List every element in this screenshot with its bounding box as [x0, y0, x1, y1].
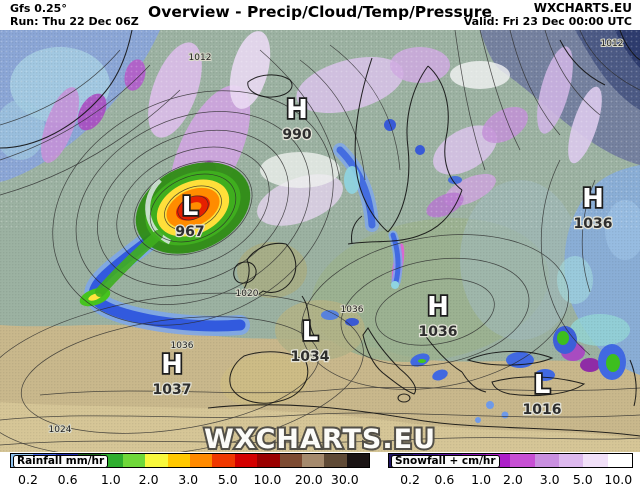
- snowfall-tick-label: 10.0: [604, 472, 633, 487]
- snowfall-tick-label: 3.0: [539, 472, 560, 487]
- header-bar: Gfs 0.25° Run: Thu 22 Dec 06Z Overview -…: [0, 0, 640, 30]
- page-title: Overview - Precip/Cloud/Temp/Pressure: [148, 3, 492, 21]
- snowfall-color-segment: [559, 454, 584, 467]
- pressure-value: 1036: [419, 324, 458, 340]
- rainfall-color-segment: [324, 454, 347, 467]
- pressure-letter: H: [161, 350, 183, 380]
- snowfall-tick-label: 2.0: [502, 472, 523, 487]
- snowfall-color-segment: [607, 454, 632, 467]
- rainfall-color-segment: [257, 454, 280, 467]
- coastlines: [0, 30, 640, 437]
- rainfall-color-segment: [234, 454, 258, 467]
- pressure-letter: H: [286, 95, 308, 125]
- legend-area: Rainfall mm/hr 0.2 0.6 1.0 2.0 3.0 5.0 10.0 20.…: [0, 452, 640, 494]
- snowfall-color-segment: [583, 454, 608, 467]
- contour-label: 1036: [341, 305, 364, 315]
- rainfall-tick-label: 0.2: [18, 472, 38, 487]
- weather-map: 1012 1012 1020 1036 1036 1024 H 990 L 967 H 1036 H 1…: [0, 30, 640, 452]
- pressure-value: 1036: [574, 216, 613, 232]
- contour-label-layer: 1012 1012 1020 1036 1036 1024: [48, 38, 625, 436]
- brand-text: WXCHARTS.EU: [533, 1, 632, 15]
- pressure-letter: L: [182, 192, 199, 222]
- snowfall-legend-label: Snowfall + cm/hr: [391, 455, 500, 468]
- rainfall-tick-label: 30.0: [330, 472, 359, 487]
- rainfall-tick-label: 5.0: [217, 472, 238, 487]
- rainfall-tick-label: 0.6: [57, 472, 78, 487]
- rainfall-color-segment: [301, 454, 325, 467]
- pressure-letter: L: [302, 317, 319, 347]
- rainfall-color-segment: [122, 454, 146, 467]
- pressure-value: 990: [282, 127, 311, 143]
- snowfall-colorbar: Snowfall + cm/hr: [388, 453, 633, 468]
- valid-time: Valid: Fri 23 Dec 00:00 UTC: [463, 15, 632, 28]
- pressure-letter: H: [427, 292, 449, 322]
- rainfall-tick-label: 2.0: [138, 472, 159, 487]
- contour-label: 1012: [601, 39, 624, 49]
- watermark: WXCHARTS.EU: [204, 424, 436, 452]
- storm-tail: [95, 230, 163, 297]
- isobar-contours: [0, 30, 640, 452]
- rainfall-tick-label: 10.0: [253, 472, 282, 487]
- rainfall-color-segment: [279, 454, 302, 467]
- rainfall-color-segment: [346, 454, 369, 467]
- rainfall-colorbar: Rainfall mm/hr: [10, 453, 370, 468]
- model-name: Gfs 0.25°: [10, 2, 67, 15]
- rainfall-tick-label: 20.0: [294, 472, 323, 487]
- snowfall-tick-labels: 0.2 0.6 1.0 2.0 3.0 5.0 10.0: [388, 472, 633, 488]
- contour-label: 1020: [236, 289, 259, 299]
- snowfall-tick-label: 0.2: [400, 472, 420, 487]
- snowfall-tick-label: 5.0: [572, 472, 593, 487]
- rain-bands: [79, 119, 626, 423]
- model-run-info: Gfs 0.25° Run: Thu 22 Dec 06Z: [10, 2, 139, 28]
- snowfall-color-segment: [510, 454, 535, 467]
- pressure-letter: L: [534, 370, 551, 400]
- contour-label: 1036: [171, 341, 194, 351]
- rainfall-tick-label: 3.0: [178, 472, 199, 487]
- pressure-value: 1016: [523, 402, 562, 418]
- rainfall-color-segment: [167, 454, 190, 467]
- snow-cloud-bands: [0, 30, 640, 372]
- contour-label: 1012: [189, 53, 212, 63]
- rainfall-color-segment: [190, 454, 213, 467]
- rainfall-tick-label: 1.0: [100, 472, 121, 487]
- rainfall-legend-label: Rainfall mm/hr: [13, 455, 109, 468]
- storm-spiral: [135, 162, 251, 254]
- valid-info: WXCHARTS.EU Valid: Fri 23 Dec 00:00 UTC: [463, 1, 632, 29]
- rainfall-color-segment: [145, 454, 168, 467]
- snowfall-color-segment: [534, 454, 560, 467]
- pressure-value: 1037: [153, 382, 192, 398]
- pressure-value: 967: [175, 224, 204, 240]
- rainfall-tick-labels: 0.2 0.6 1.0 2.0 3.0 5.0 10.0 20.0 30.0: [10, 472, 370, 488]
- run-time: Run: Thu 22 Dec 06Z: [10, 15, 139, 28]
- rainfall-color-segment: [212, 454, 235, 467]
- snowfall-tick-label: 0.6: [434, 472, 455, 487]
- contour-label: 1024: [49, 425, 72, 435]
- pressure-letter: H: [582, 184, 604, 214]
- pressure-value: 1034: [291, 349, 330, 365]
- snowfall-tick-label: 1.0: [471, 472, 492, 487]
